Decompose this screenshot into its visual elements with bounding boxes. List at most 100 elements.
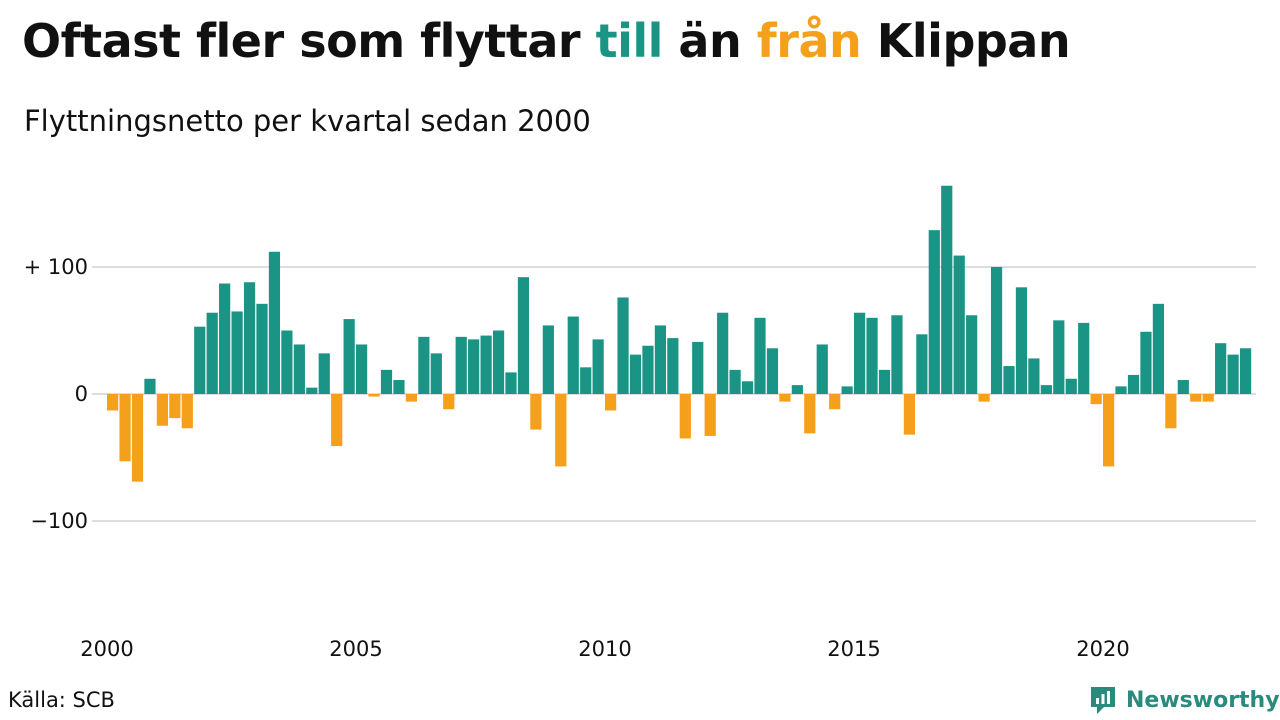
bar-positive	[766, 348, 779, 394]
bar-positive	[642, 345, 654, 394]
bar-negative	[169, 394, 181, 419]
bar-positive	[791, 385, 803, 394]
bar-positive	[953, 255, 965, 394]
bar-negative	[704, 394, 716, 436]
bar-positive	[1053, 320, 1065, 394]
bar-positive	[542, 325, 554, 394]
title-word-till: till	[595, 14, 664, 68]
bar-positive	[194, 326, 206, 394]
title-word-fran: från	[756, 14, 862, 68]
bar-positive	[866, 317, 878, 394]
bar-positive	[1177, 380, 1189, 394]
bar-negative	[1190, 394, 1202, 402]
bar-negative	[119, 394, 131, 462]
title-part3: Klippan	[861, 14, 1071, 68]
bar-positive	[430, 353, 442, 394]
bar-positive	[941, 185, 953, 394]
bar-positive	[144, 378, 156, 394]
bar-positive	[206, 312, 218, 394]
bar-positive	[418, 336, 430, 394]
bar-negative	[181, 394, 193, 429]
bar-positive	[1078, 322, 1090, 394]
bar-positive	[1040, 385, 1052, 394]
y-tick-label: 0	[75, 382, 88, 406]
bar-positive	[717, 312, 729, 394]
bar-negative	[443, 394, 455, 410]
bar-negative	[156, 394, 168, 426]
y-axis-ticks: + 100 0 −100	[24, 255, 88, 533]
bar-positive	[231, 311, 243, 394]
bar-positive	[1227, 354, 1239, 394]
bar-positive	[891, 315, 903, 394]
source-note: Källa: SCB	[8, 688, 115, 712]
bar-positive	[667, 338, 679, 394]
newsworthy-icon	[1091, 687, 1115, 714]
bar-positive	[1003, 366, 1015, 394]
bars	[107, 185, 1252, 482]
bar-positive	[517, 277, 530, 394]
bar-negative	[107, 394, 119, 411]
bar-positive	[306, 387, 318, 394]
x-tick-label: 2020	[1076, 637, 1129, 661]
bar-negative	[1090, 394, 1102, 405]
bar-positive	[468, 339, 480, 394]
bar-positive	[1239, 348, 1252, 394]
bar-positive	[928, 230, 940, 394]
bar-positive	[318, 353, 330, 394]
bar-positive	[567, 316, 579, 394]
chart-title: Oftast fler som flyttar till än från Kli…	[22, 14, 1071, 68]
bar-positive	[1028, 358, 1040, 394]
bar-positive	[966, 315, 978, 394]
bar-negative	[1165, 394, 1177, 429]
bar-positive	[854, 312, 866, 394]
bar-negative	[1103, 394, 1115, 467]
bar-negative	[405, 394, 417, 402]
bar-positive	[293, 344, 305, 394]
bar-positive	[1215, 343, 1227, 394]
bar-positive	[492, 330, 505, 394]
brand-logo[interactable]: Newsworthy	[1088, 684, 1280, 716]
bar-positive	[480, 335, 492, 394]
bar-positive	[1065, 378, 1077, 394]
bar-positive	[455, 336, 467, 394]
bar-negative	[131, 394, 144, 482]
bar-positive	[393, 380, 405, 394]
bar-positive	[1015, 287, 1028, 394]
bar-positive	[1152, 303, 1164, 394]
bar-positive	[816, 344, 828, 394]
bar-negative	[331, 394, 343, 447]
bar-positive	[268, 251, 281, 394]
bar-positive	[741, 381, 754, 394]
x-tick-label: 2005	[329, 637, 382, 661]
bar-negative	[555, 394, 567, 467]
bar-positive	[580, 367, 592, 394]
bar-negative	[368, 394, 380, 397]
y-tick-label: + 100	[24, 255, 88, 279]
brand-name: Newsworthy	[1126, 687, 1280, 713]
bar-positive	[654, 325, 666, 394]
bar-positive	[617, 297, 629, 394]
bar-negative	[605, 394, 617, 411]
bar-positive	[505, 372, 517, 394]
bar-positive	[343, 319, 355, 394]
title-part2: än	[662, 14, 757, 68]
bar-positive	[729, 369, 741, 394]
chart-subtitle: Flyttningsnetto per kvartal sedan 2000	[24, 104, 591, 138]
bar-negative	[903, 394, 915, 435]
bar-negative	[1202, 394, 1214, 402]
bar-positive	[629, 354, 642, 394]
bar-negative	[779, 394, 791, 402]
x-tick-label: 2010	[578, 637, 631, 661]
bar-positive	[281, 330, 293, 394]
bar-positive	[1127, 374, 1140, 394]
bar-positive	[243, 282, 256, 394]
x-axis-ticks: 2000 2005 2010 2015 2020	[80, 637, 1129, 661]
y-tick-label: −100	[30, 509, 88, 533]
bar-chart: + 100 0 −100 2000 2005 2010 2015 2020	[24, 185, 1256, 661]
bar-positive	[592, 339, 604, 394]
title-part1: Oftast fler som flyttar	[22, 14, 596, 68]
bar-negative	[530, 394, 542, 430]
x-tick-label: 2015	[827, 637, 880, 661]
bar-positive	[878, 369, 891, 394]
bar-negative	[978, 394, 990, 402]
